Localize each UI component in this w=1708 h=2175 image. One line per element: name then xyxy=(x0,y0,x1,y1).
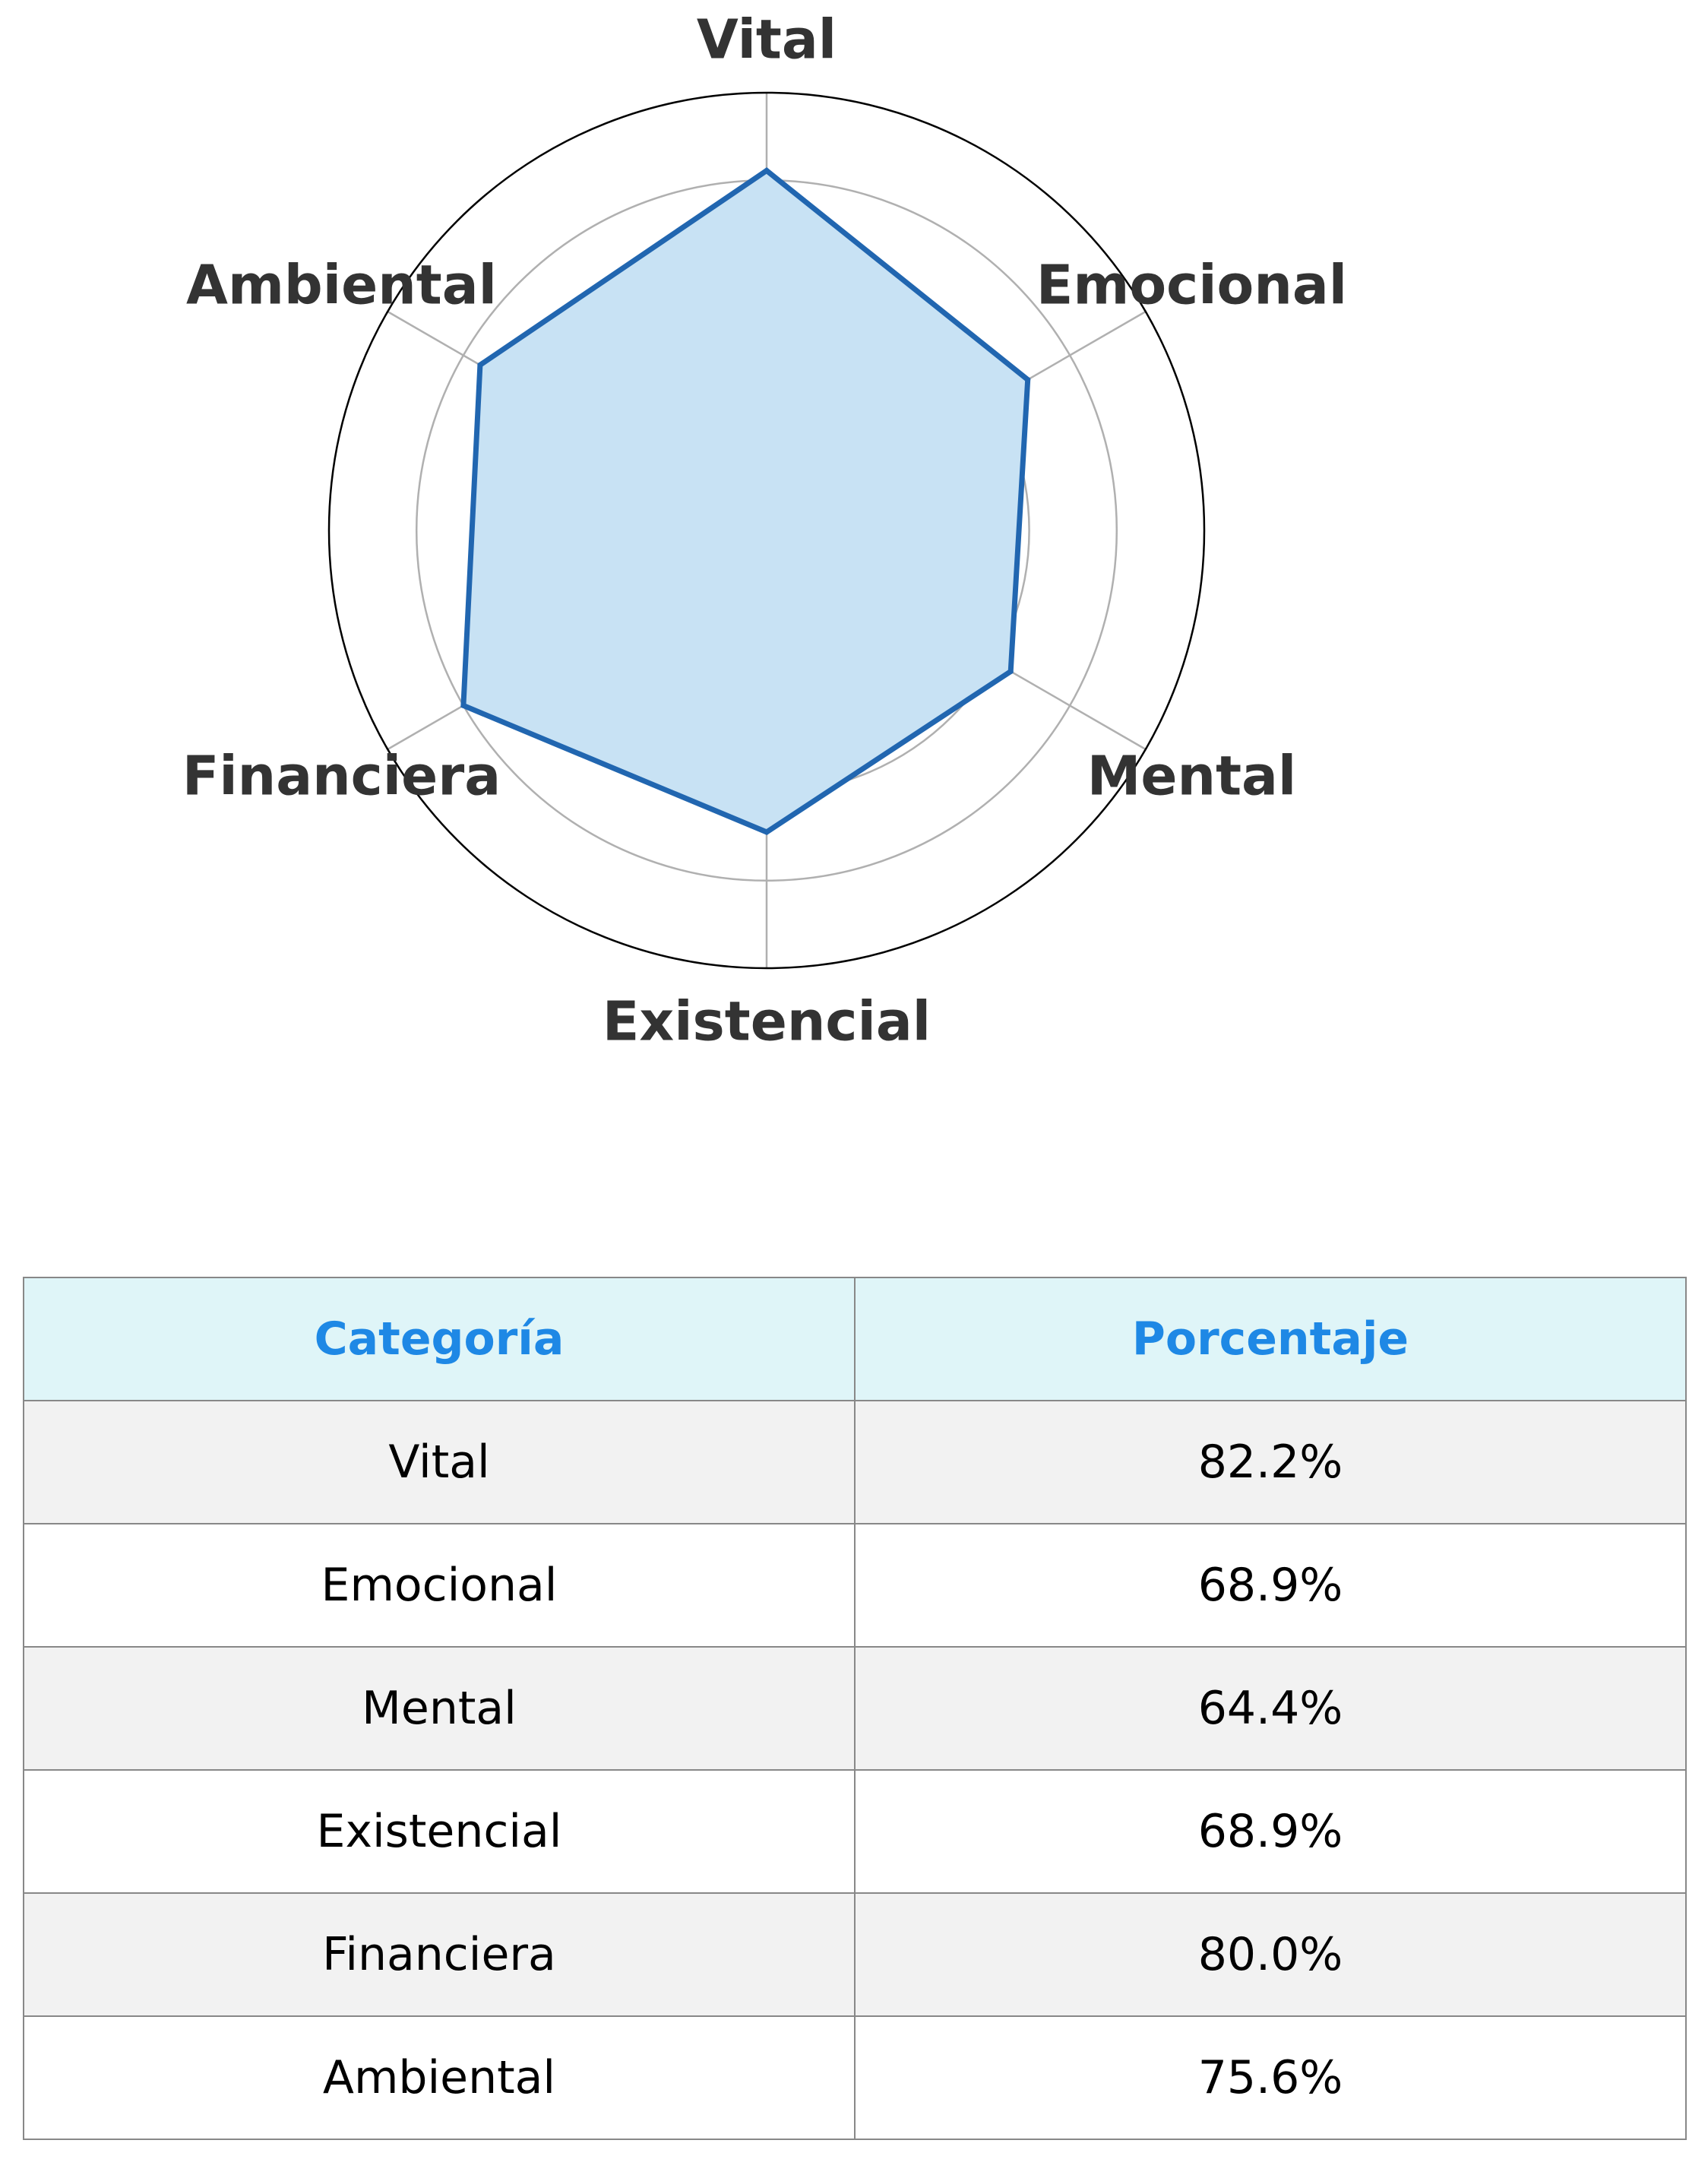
axis-label-vital: Vital xyxy=(697,8,837,71)
table-row: Emocional 68.9% xyxy=(23,1523,1687,1648)
table-cell-percent: 80.0% xyxy=(854,1892,1687,2017)
axis-label-mental: Mental xyxy=(1087,745,1297,808)
data-point-emocional xyxy=(1025,377,1031,383)
data-table: Categoría Porcentaje Vital 82.2% Emocion… xyxy=(23,1277,1687,2140)
data-point-financiera xyxy=(460,702,467,708)
data-point-existencial xyxy=(764,829,770,835)
data-point-vital xyxy=(764,168,770,174)
table-cell-category: Existencial xyxy=(23,1769,856,1894)
table-cell-percent: 82.2% xyxy=(854,1400,1687,1524)
table-cell-category: Vital xyxy=(23,1400,856,1524)
table-cell-percent: 68.9% xyxy=(854,1769,1687,1894)
radar-chart: Vital Emocional Mental Existencial Financier… xyxy=(182,8,1347,1053)
table-cell-percent: 68.9% xyxy=(854,1523,1687,1648)
table-cell-category: Emocional xyxy=(23,1523,856,1648)
axis-label-emocional: Emocional xyxy=(1036,254,1347,317)
outer-frame xyxy=(327,91,1206,970)
axis-label-ambiental: Ambiental xyxy=(186,254,497,317)
table-row: Mental 64.4% xyxy=(23,1646,1687,1771)
table-row: Ambiental 75.6% xyxy=(23,2015,1687,2140)
header-porcentaje: Porcentaje xyxy=(854,1277,1687,1401)
axis-label-financiera: Financiera xyxy=(182,745,501,808)
table-cell-percent: 75.6% xyxy=(854,2015,1687,2140)
table-header-row: Categoría Porcentaje xyxy=(23,1277,1687,1401)
table-cell-category: Ambiental xyxy=(23,2015,856,2140)
data-point-mental xyxy=(1007,668,1014,674)
table-cell-category: Mental xyxy=(23,1646,856,1771)
table-row: Existencial 68.9% xyxy=(23,1769,1687,1894)
header-categoria: Categoría xyxy=(23,1277,856,1401)
table-row: Vital 82.2% xyxy=(23,1400,1687,1524)
series-area xyxy=(463,170,1028,832)
radar-data xyxy=(460,167,1031,835)
table-cell-percent: 64.4% xyxy=(854,1646,1687,1771)
radar-axis-labels: Vital Emocional Mental Existencial Financier… xyxy=(182,8,1347,1053)
table-cell-category: Financiera xyxy=(23,1892,856,2017)
data-point-ambiental xyxy=(477,362,483,368)
table-row: Financiera 80.0% xyxy=(23,1892,1687,2017)
axis-label-existencial: Existencial xyxy=(603,990,931,1053)
